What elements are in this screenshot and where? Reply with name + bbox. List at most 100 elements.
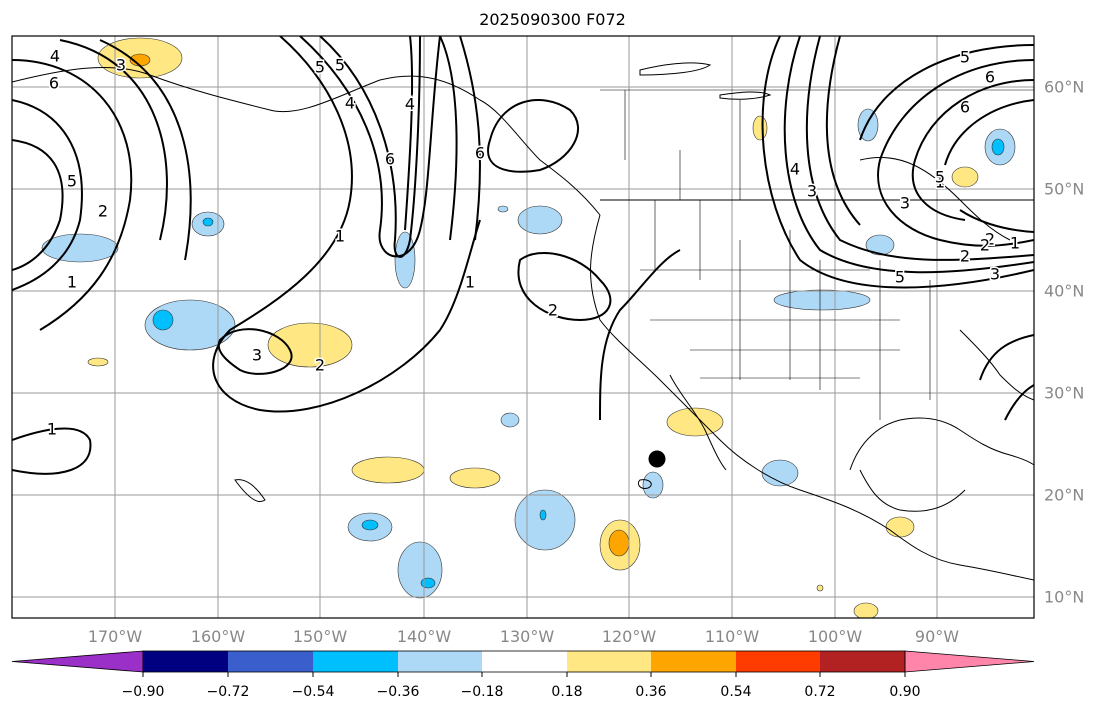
longitude-label: 90°W <box>914 627 960 646</box>
latitude-label: 60°N <box>1044 77 1085 97</box>
longitude-label: 110°W <box>704 627 760 646</box>
anomaly-patch <box>87 357 109 367</box>
anomaly-patch <box>816 584 824 592</box>
longitude-label: 120°W <box>601 627 657 646</box>
colorbar-segment <box>820 651 905 672</box>
contour-label: 5 <box>315 58 325 77</box>
contour-label: 6 <box>385 150 395 169</box>
contour-label: 4 <box>790 160 800 179</box>
colorbar-segment <box>736 651 820 672</box>
longitude-label: 150°W <box>292 627 348 646</box>
colorbar-tick-label: −0.54 <box>291 684 335 700</box>
colorbar-outline <box>142 650 906 673</box>
anomaly-patch <box>152 309 174 331</box>
contour-label: 1 <box>335 227 345 246</box>
contour-label: 2 <box>315 356 325 375</box>
contour-label: 1 <box>47 420 57 439</box>
contour-label: 2 <box>980 236 990 255</box>
shaded-anomaly-layer <box>41 37 1016 618</box>
colorbar-tick-label: −0.72 <box>206 684 250 700</box>
contour-label: 5 <box>935 168 945 187</box>
anomaly-patch <box>202 217 214 227</box>
contour-label: 3 <box>116 56 126 75</box>
contour-label: 5 <box>67 172 77 191</box>
anomaly-patch <box>361 519 379 531</box>
colorbar-tick-label: 0.36 <box>635 684 667 700</box>
contour-label: 6 <box>49 74 59 93</box>
anomaly-patch <box>497 205 509 213</box>
anomaly-patch <box>449 467 501 489</box>
anomaly-patch <box>951 166 979 188</box>
contour-label: 2 <box>960 247 970 266</box>
contour-label: 1 <box>935 173 945 192</box>
contour-label: 2 <box>98 202 108 221</box>
anomaly-patch <box>397 541 443 599</box>
colorbar-segment <box>313 651 398 672</box>
anomaly-patch <box>666 407 724 437</box>
colorbar-segment <box>651 651 736 672</box>
latitude-label: 40°N <box>1044 281 1085 301</box>
contour-label: 4 <box>50 47 60 66</box>
colorbar-segment <box>567 651 651 672</box>
contour-label: 3 <box>900 194 910 213</box>
contour-label: 1 <box>67 273 77 292</box>
contour-lines <box>12 36 1034 475</box>
anomaly-patch <box>514 489 576 551</box>
colorbar-over-arrow <box>904 650 1035 673</box>
anomaly-patch <box>761 459 799 487</box>
anomaly-patch <box>394 231 416 289</box>
contour-label: 2 <box>548 301 558 320</box>
contour-label: 6 <box>985 68 995 87</box>
contour-label: 5 <box>895 268 905 287</box>
graticule <box>12 36 1034 618</box>
anomaly-patch <box>267 322 353 368</box>
colorbar-tick-label: 0.72 <box>804 684 836 700</box>
latitude-label: 50°N <box>1044 179 1085 199</box>
anomaly-patch <box>991 138 1005 156</box>
longitude-label: 130°W <box>499 627 555 646</box>
colorbar-tick-label: −0.18 <box>460 684 504 700</box>
longitude-label: 100°W <box>807 627 863 646</box>
map-frame <box>11 35 1035 619</box>
colorbar-segment <box>398 651 482 672</box>
map-title: 2025090300 F072 <box>479 10 626 29</box>
latitude-label: 10°N <box>1044 587 1085 607</box>
anomaly-patch <box>885 516 915 538</box>
colorbar-tick-label: −0.90 <box>121 684 165 700</box>
anomaly-patch <box>642 471 664 499</box>
contour-label: 1 <box>1010 234 1020 253</box>
colorbar-tick-label: 0.54 <box>720 684 752 700</box>
colorbar-segment <box>143 651 228 672</box>
anomaly-patch <box>773 289 871 311</box>
contour-label: 6 <box>475 144 485 163</box>
anomaly-patch <box>500 412 520 428</box>
longitude-label: 160°W <box>190 627 246 646</box>
colorbar-segment <box>482 651 567 672</box>
latitude-label: 20°N <box>1044 485 1085 505</box>
contour-label: 4 <box>345 94 355 113</box>
colorbar-tick-label: 0.90 <box>889 684 921 700</box>
colorbar-tick-label: 0.18 <box>551 684 583 700</box>
longitude-label: 140°W <box>396 627 452 646</box>
contour-label: 3 <box>807 182 817 201</box>
colorbar-tick-label: −0.36 <box>376 684 420 700</box>
colorbar-segment <box>228 651 313 672</box>
contour-label: 2 <box>985 230 995 249</box>
anomaly-patch <box>351 456 425 484</box>
colorbar <box>11 650 1035 677</box>
contour-label: 4 <box>405 95 415 114</box>
contour-label: 1 <box>465 273 475 292</box>
anomaly-patch <box>608 529 630 557</box>
anomaly-patch <box>420 577 436 589</box>
latitude-label: 30°N <box>1044 383 1085 403</box>
anomaly-patch <box>539 509 547 521</box>
longitude-label: 170°W <box>87 627 143 646</box>
contour-label: 6 <box>960 98 970 117</box>
contour-label: 5 <box>335 56 345 75</box>
colorbar-under-arrow <box>11 650 144 673</box>
contour-label: 3 <box>990 265 1000 284</box>
storm-center-marker <box>648 450 666 468</box>
anomaly-patch <box>752 115 768 141</box>
